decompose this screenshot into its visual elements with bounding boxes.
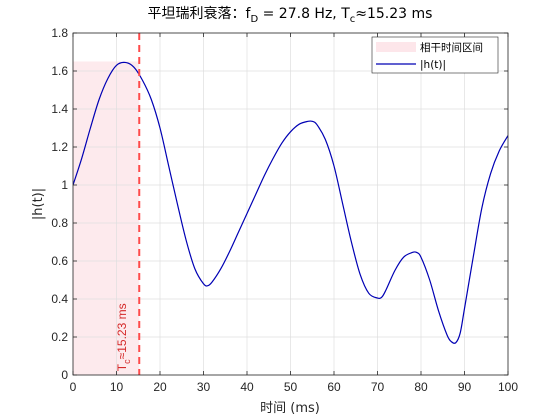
y-tick-label: 0.4: [51, 292, 68, 306]
series-line-h: [73, 61, 508, 344]
x-tick-label: 90: [458, 380, 472, 394]
legend: 相干时间区间 |h(t)|: [371, 36, 499, 74]
x-tick-label: 20: [153, 380, 167, 394]
x-tick-label: 70: [371, 380, 385, 394]
y-tick-label: 0: [61, 368, 68, 382]
x-tick-label: 50: [284, 380, 298, 394]
x-tick-label: 0: [70, 380, 77, 394]
x-tick-label: 60: [327, 380, 341, 394]
y-tick-label: 1.4: [51, 102, 68, 116]
y-tick-label: 0.6: [51, 254, 68, 268]
x-tick-label: 80: [414, 380, 428, 394]
chart-title: 平坦瑞利衰落：fD = 27.8 Hz, Tc≈15.23 ms: [148, 5, 433, 25]
axis-ticks: 0 10 20 30 40 50 60 70 80 90 100 0 0.2 0.4 0.6 0.8 1 1.2 1…: [51, 26, 518, 394]
legend-patch-swatch: [376, 42, 416, 52]
y-tick-label: 1.6: [51, 64, 68, 78]
y-tick-label: 0.8: [51, 216, 68, 230]
x-axis-label: 时间 (ms): [260, 401, 320, 416]
coherence-time-annotation: Tc≈15.23 ms: [115, 303, 132, 371]
x-tick-label: 40: [240, 380, 254, 394]
legend-label-coherence: 相干时间区间: [420, 41, 483, 54]
x-tick-label: 30: [197, 380, 211, 394]
coherence-time-region: [73, 61, 140, 375]
y-tick-label: 1.2: [51, 140, 68, 154]
y-tick-label: 0.2: [51, 330, 68, 344]
x-tick-label: 10: [110, 380, 124, 394]
x-tick-label: 100: [498, 380, 518, 394]
legend-label-h: |h(t)|: [420, 59, 446, 71]
y-tick-label: 1.8: [51, 26, 68, 40]
y-axis-label: |h(t)|: [31, 188, 46, 220]
y-tick-label: 1: [61, 178, 68, 192]
